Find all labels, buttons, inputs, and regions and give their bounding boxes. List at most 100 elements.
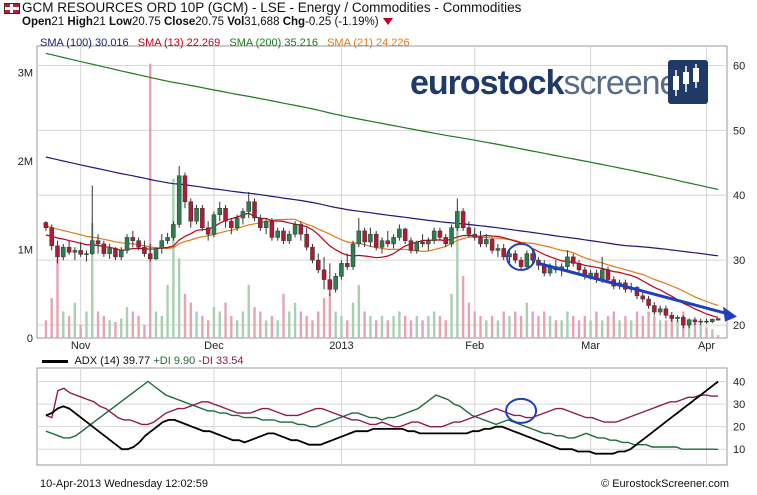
volume-bar [670, 315, 673, 338]
volume-bar [560, 320, 563, 338]
volume-bar [230, 315, 233, 338]
candle-body [182, 175, 188, 202]
candle-body [246, 201, 251, 212]
volume-bar [687, 320, 691, 338]
legend-sma100: SMA (100) 30.016 [40, 37, 129, 49]
candle-body [704, 320, 709, 323]
adx-panel: 10 20 30 40 [36, 367, 745, 466]
adx-highlight-ellipse [505, 397, 538, 424]
candle-body [599, 269, 605, 280]
sma100-line [45, 156, 719, 257]
trend-arrow [538, 261, 728, 316]
volume-bar [62, 311, 65, 338]
candle-body [176, 175, 182, 225]
volume-bar [398, 311, 401, 338]
volume-bar [56, 258, 59, 338]
candle-body [657, 308, 663, 313]
volume-bar [160, 315, 163, 338]
candle-body [107, 248, 112, 254]
candle-body [304, 233, 309, 248]
candle-body [524, 253, 530, 267]
sma-legend: SMA (100) 30.016 SMA (13) 22.269 SMA (20… [40, 37, 416, 49]
volume-bar [653, 315, 656, 338]
sma200-line [45, 52, 719, 191]
candle-body [373, 233, 379, 248]
candle-body [43, 222, 49, 228]
minus-di-label: -DI 33.54 [198, 355, 244, 367]
candle-body [298, 224, 304, 235]
candle-body [663, 308, 669, 316]
volume-bar [137, 315, 140, 338]
volume-bar [450, 293, 453, 338]
volume-bar [490, 315, 494, 338]
highlight-ellipse [506, 242, 537, 271]
volume-bar [641, 315, 644, 338]
candle-body [263, 220, 269, 228]
candle-body [513, 253, 518, 261]
volume-bar [270, 315, 274, 338]
volume-bar [264, 320, 268, 338]
candle-body [339, 263, 344, 277]
candle-body [316, 259, 321, 271]
price-tick-label: 40 [733, 190, 745, 202]
sma13-line [45, 212, 719, 318]
low-label: Low [108, 16, 132, 28]
candle-body [518, 259, 524, 267]
volume-bar [566, 311, 569, 338]
volume-bar [705, 327, 708, 338]
candle-body [211, 214, 217, 235]
minus-di-line [45, 387, 719, 428]
volume-bar [415, 315, 418, 338]
volume-bar [601, 320, 604, 338]
logo-brand-2: screener [563, 64, 689, 102]
candle-body [449, 227, 454, 245]
candle-body [652, 305, 657, 313]
date-tick-label: Dec [204, 340, 224, 352]
volume-bar [485, 320, 488, 338]
volume-bar [531, 311, 534, 338]
candle-body [205, 227, 211, 235]
copyright: © EurostockScreener.com [601, 478, 729, 490]
volume-bar [189, 302, 192, 338]
volume-bar [120, 318, 123, 338]
volume-bar [288, 311, 291, 338]
candle-body [258, 217, 263, 228]
candle-body [414, 241, 420, 251]
volume-bar [44, 320, 48, 338]
volume-bar [375, 320, 378, 338]
close-value: 20.75 [195, 16, 225, 28]
volume-bar [322, 298, 326, 338]
price-panel: 20 30 40 50 60 0 1M 2M 3M Nov Dec 2013 Feb Mar Apr [18, 45, 745, 352]
candle-body [61, 246, 66, 258]
candle-body [136, 240, 141, 248]
candle-body [646, 298, 651, 306]
legend-sma21: SMA (21) 24.226 [327, 37, 410, 49]
volume-bar [357, 284, 361, 338]
volume-bar [79, 324, 82, 338]
volume-bar [537, 315, 540, 338]
candle-body [188, 201, 194, 222]
candle-body [437, 230, 443, 238]
volume-bar [699, 324, 702, 338]
candle-body [350, 243, 356, 267]
volume-bar [543, 311, 546, 338]
candle-body [466, 227, 472, 235]
candle-body [269, 220, 275, 238]
candle-body [489, 239, 495, 251]
vol-value: 31,688 [244, 16, 280, 28]
volume-bar [282, 293, 285, 338]
volume-bar [612, 311, 615, 338]
candle-body [55, 245, 60, 258]
logo-brand: eurostock [410, 64, 564, 102]
volume-bar [334, 311, 337, 338]
low-value: 20.75 [131, 16, 161, 28]
candle-body [605, 269, 611, 280]
candle-body [675, 316, 680, 319]
uk-flag-icon [4, 3, 20, 14]
volume-bar [50, 298, 53, 338]
candle-body [698, 320, 703, 323]
candle-body [431, 230, 437, 241]
volume-bar [253, 307, 256, 338]
volume-bar [386, 320, 389, 338]
